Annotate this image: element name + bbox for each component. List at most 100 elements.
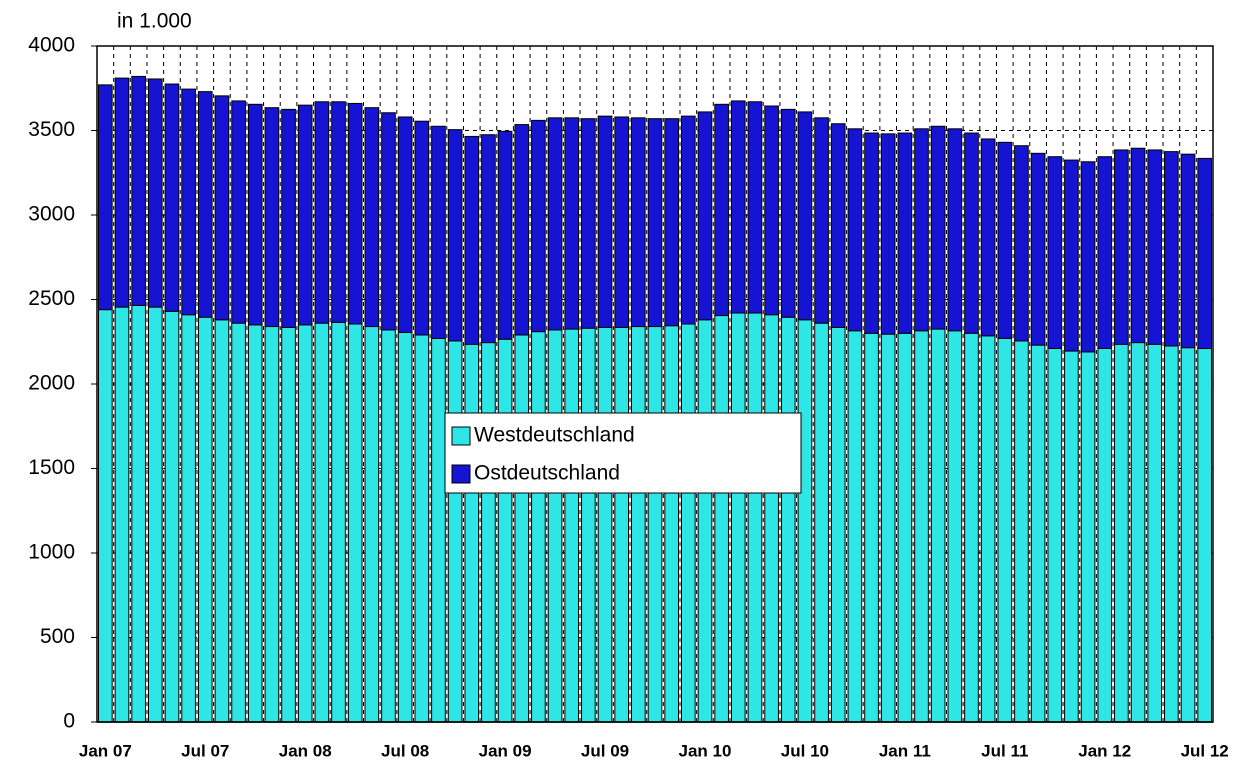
bar-segment	[1014, 340, 1029, 723]
bar-segment	[197, 316, 213, 723]
x-tick-label: Jul 12	[1181, 741, 1229, 760]
bar-segment	[414, 334, 430, 723]
bar-segment	[414, 120, 430, 336]
bar-segment	[214, 319, 230, 723]
bar-segment	[331, 101, 346, 323]
bar-segment	[364, 326, 380, 723]
bar-segment	[897, 332, 913, 723]
bar-segment	[464, 135, 480, 345]
bar-segment	[1080, 161, 1096, 353]
bar-segment	[547, 329, 563, 723]
legend-swatch	[451, 464, 471, 484]
bar-segment	[147, 78, 163, 308]
bar-segment	[864, 332, 879, 723]
legend-box	[444, 412, 802, 494]
x-tick-label: Jan 12	[1078, 741, 1131, 760]
bar-segment	[930, 125, 946, 330]
legend-swatch	[451, 426, 471, 446]
bar-segment	[264, 326, 280, 723]
x-tick-label: Jan 09	[479, 741, 532, 760]
bar-segment	[864, 132, 879, 334]
bar-segment	[764, 314, 779, 723]
x-tick-label: Jul 11	[981, 741, 1028, 760]
bar-segment	[714, 103, 729, 317]
bar-segment	[1030, 344, 1046, 723]
bar-segment	[431, 125, 446, 339]
bar-segment	[1114, 343, 1129, 723]
bar-segment	[747, 312, 763, 723]
bar-segment	[131, 75, 146, 306]
bar-segment	[114, 77, 130, 308]
bar-segment	[647, 326, 663, 723]
bar-segment	[730, 100, 746, 314]
bar-segment	[1097, 156, 1113, 350]
bar-segment	[814, 117, 829, 324]
bar-segment	[447, 340, 463, 723]
bar-segment	[564, 117, 580, 330]
bar-segment	[1197, 157, 1213, 350]
bar-segment	[331, 321, 346, 723]
bar-segment	[147, 306, 163, 723]
bar-segment	[597, 326, 613, 723]
bar-segment	[930, 328, 946, 723]
bar-segment	[314, 322, 330, 723]
x-tick-label: Jul 07	[181, 741, 229, 760]
bar-segment	[481, 342, 496, 723]
bar-segment	[1080, 351, 1096, 723]
bar-segment	[164, 310, 180, 723]
bar-segment	[614, 116, 630, 328]
bar-segment	[1097, 348, 1113, 723]
bar-segment	[481, 134, 496, 344]
bar-segment	[247, 103, 263, 326]
bar-segment	[514, 124, 530, 336]
bar-segment	[231, 322, 246, 723]
bar-segment	[581, 118, 596, 329]
bar-segment	[197, 91, 213, 318]
y-tick-label: 4000	[28, 34, 75, 57]
bar-segment	[997, 337, 1013, 723]
bar-segment	[697, 111, 713, 321]
legend-label: Westdeutschland	[474, 424, 635, 447]
x-tick-label: Jan 11	[879, 741, 931, 760]
bar-segment	[747, 101, 763, 314]
bar-segment	[1064, 350, 1079, 723]
bar-segment	[1197, 348, 1213, 723]
bar-segment	[1130, 342, 1146, 723]
bar-segment	[1047, 156, 1063, 350]
bar-segment	[1164, 151, 1179, 347]
bar-segment	[980, 335, 996, 723]
bar-segment	[780, 108, 796, 318]
bar-segment	[780, 316, 796, 723]
x-tick-label: Jan 08	[279, 741, 332, 760]
bar-segment	[497, 130, 513, 340]
bar-segment	[830, 123, 846, 328]
bar-segment	[264, 107, 280, 328]
y-tick-label: 1000	[28, 541, 75, 564]
bar-segment	[631, 326, 646, 723]
bar-segment	[297, 324, 313, 723]
bar-segment	[164, 83, 180, 312]
bar-segment	[797, 111, 813, 321]
bar-segment	[381, 329, 396, 723]
bar-segment	[214, 95, 230, 321]
bar-segment	[1147, 149, 1163, 345]
bar-segment	[297, 104, 313, 326]
bar-segment	[347, 102, 363, 325]
bar-segment	[364, 107, 380, 328]
bar-segment	[997, 141, 1013, 339]
y-tick-label: 2000	[28, 372, 75, 395]
bar-segment	[531, 119, 546, 333]
bar-segment	[564, 328, 580, 723]
bar-segment	[614, 326, 630, 723]
bar-segment	[830, 326, 846, 723]
bar-segment	[1114, 149, 1129, 345]
y-tick-label: 2500	[28, 287, 75, 310]
bar-segment	[1014, 145, 1029, 342]
bar-segment	[97, 84, 113, 311]
bar-segment	[947, 330, 963, 723]
bar-segment	[397, 116, 413, 333]
bar-segment	[847, 330, 863, 723]
bar-segment	[281, 326, 296, 723]
bar-segment	[281, 108, 296, 328]
